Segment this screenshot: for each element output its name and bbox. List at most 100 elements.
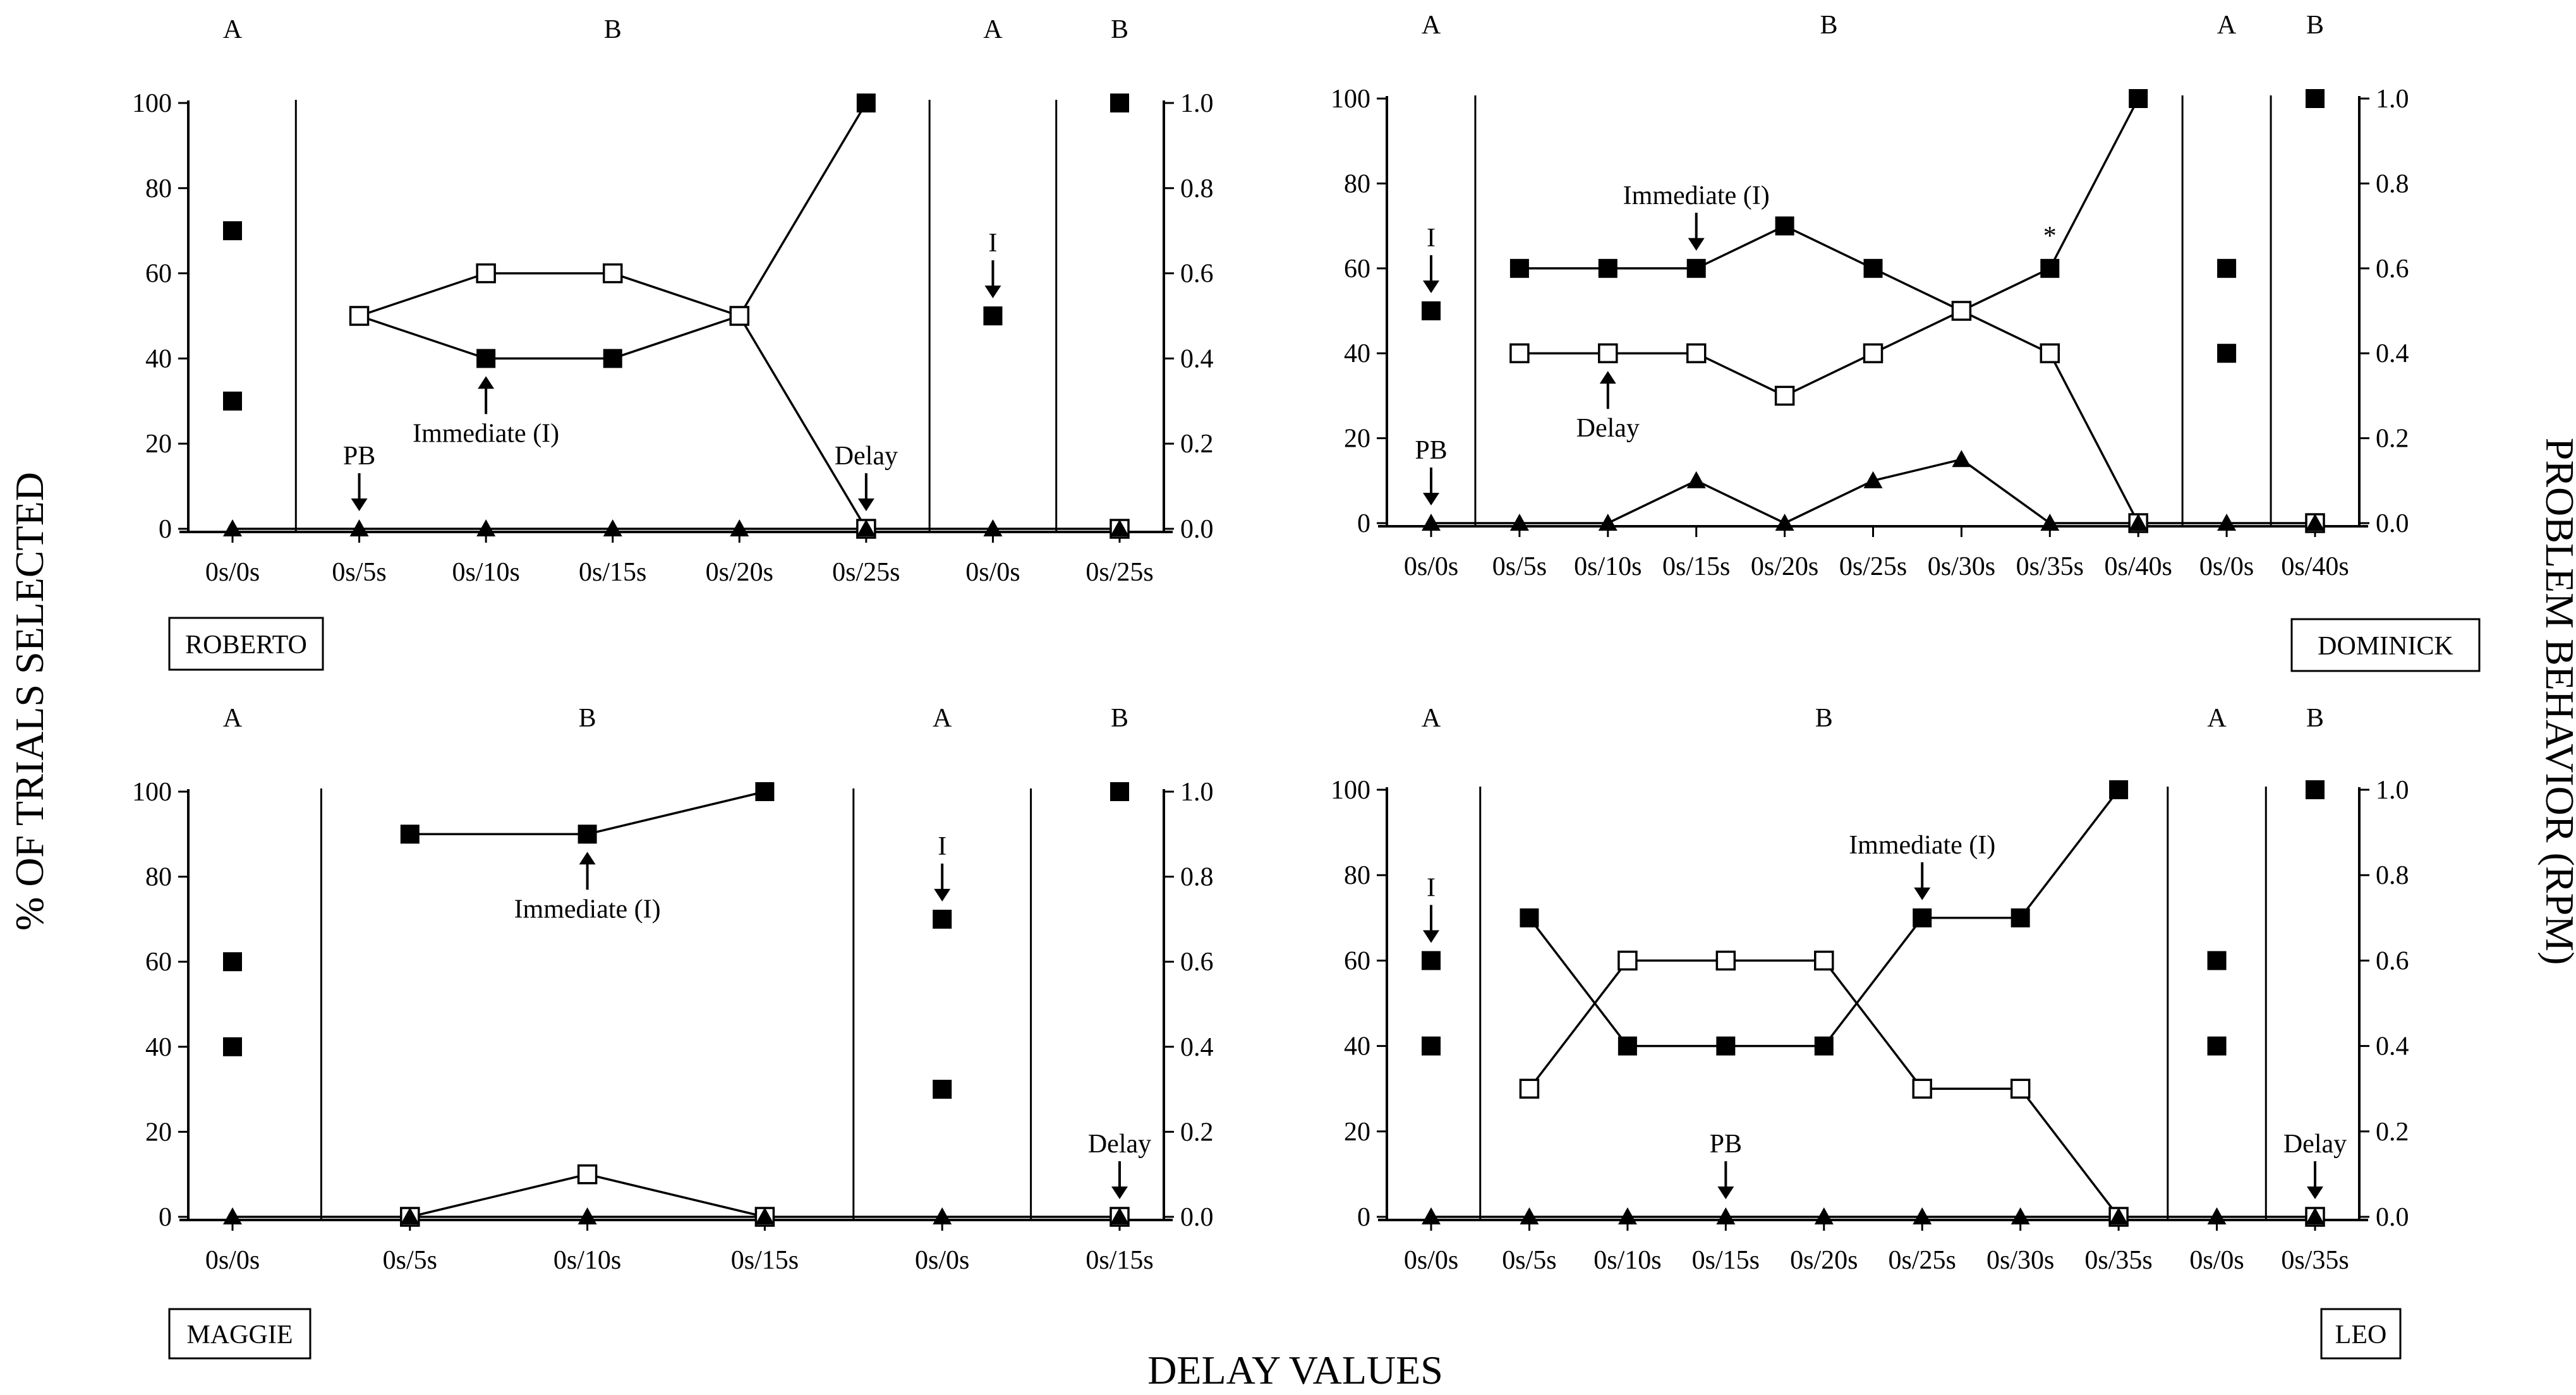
series-line bbox=[1519, 310, 2139, 524]
annotation-arrowhead bbox=[1423, 493, 1439, 505]
x-tick-label: 0s/0s bbox=[965, 558, 1020, 587]
y-left-tick-label: 20 bbox=[145, 430, 172, 459]
delay-marker bbox=[2010, 1078, 2031, 1099]
x-tick-label: 0s/25s bbox=[1085, 558, 1153, 587]
immediate-marker bbox=[476, 349, 496, 368]
pb-marker bbox=[2109, 1207, 2129, 1224]
immediate-marker bbox=[1618, 1036, 1637, 1056]
series-line bbox=[359, 102, 868, 360]
annotation-arrowhead bbox=[1599, 371, 1616, 384]
phase-label: A bbox=[2217, 11, 2237, 40]
immediate-marker bbox=[2109, 780, 2129, 799]
y-left-tick-label: 40 bbox=[145, 1033, 172, 1062]
delay-marker bbox=[1951, 301, 1972, 321]
participant-name: LEO bbox=[2335, 1320, 2387, 1350]
phase-label: B bbox=[1820, 11, 1838, 40]
immediate-marker bbox=[223, 391, 242, 411]
y-right-tick-label: 0.2 bbox=[1180, 1118, 1214, 1147]
annotation-label: Immediate (I) bbox=[1623, 181, 1770, 210]
panel-dominick: 0 20 40 60 80 100 0.0 0.2 0.4 0.6 0.8 1.0 0s/0s 0s/5s… bbox=[1331, 11, 2481, 672]
immediate-marker bbox=[223, 1037, 242, 1056]
phase-label: B bbox=[1815, 704, 1833, 733]
pb-marker bbox=[983, 519, 1003, 536]
annotation-arrowhead bbox=[351, 498, 368, 511]
y-left-tick-label: 40 bbox=[1344, 1032, 1370, 1061]
delay-marker bbox=[1863, 343, 1884, 363]
immediate-marker bbox=[1863, 258, 1883, 278]
y-right-tick-label: 0.6 bbox=[1180, 260, 1214, 289]
panels: 0 20 40 60 80 100 0.0 0.2 0.4 0.6 0.8 1.0 0s/0s 0s/5s… bbox=[132, 11, 2481, 1360]
x-tick-label: 0s/0s bbox=[205, 558, 260, 587]
phase-label: B bbox=[2306, 11, 2324, 40]
y-right-tick-label: 0.2 bbox=[1180, 430, 1214, 459]
phase-label: B bbox=[2306, 704, 2324, 733]
delay-marker bbox=[1774, 385, 1795, 406]
immediate-marker bbox=[1509, 258, 1529, 278]
x-tick-label: 0s/20s bbox=[706, 558, 773, 587]
annotation-label: Delay bbox=[1576, 414, 1640, 443]
y-left-axis-title: % OF TRIALS SELECTED bbox=[7, 472, 52, 931]
immediate-marker bbox=[2011, 908, 2030, 927]
pb-marker bbox=[1716, 1207, 1736, 1224]
x-tick-label: 0s/25s bbox=[1889, 1246, 1956, 1275]
x-tick-label: 0s/25s bbox=[832, 558, 900, 587]
y-right-tick-label: 0.8 bbox=[1180, 863, 1214, 892]
pb-marker bbox=[1110, 519, 1129, 536]
immediate-marker bbox=[1422, 1036, 1441, 1056]
y-left-tick-label: 80 bbox=[145, 863, 172, 892]
phase-label: B bbox=[1111, 704, 1128, 733]
phase-label: A bbox=[1422, 704, 1441, 733]
x-tick-label: 0s/15s bbox=[1085, 1246, 1153, 1275]
delay-marker bbox=[1509, 343, 1530, 363]
immediate-marker bbox=[603, 349, 622, 368]
x-tick-label: 0s/15s bbox=[579, 558, 646, 587]
x-tick-label: 0s/35s bbox=[2084, 1246, 2152, 1275]
x-tick-label: 0s/10s bbox=[1574, 552, 1642, 581]
participant-name-box bbox=[168, 1308, 311, 1360]
x-tick-label: 0s/15s bbox=[731, 1246, 799, 1275]
y-right-tick-label: 0.0 bbox=[1180, 515, 1214, 544]
y-left-tick-label: 60 bbox=[1344, 255, 1370, 284]
x-tick-label: 0s/20s bbox=[1751, 552, 1818, 581]
panel-roberto: 0 20 40 60 80 100 0.0 0.2 0.4 0.6 0.8 1.0 0s/0s 0s/5s… bbox=[132, 15, 1214, 671]
annotation-label: Immediate (I) bbox=[413, 419, 559, 448]
immediate-marker bbox=[2217, 344, 2237, 363]
y-left-tick-label: 20 bbox=[1344, 425, 1370, 454]
pb-marker bbox=[2306, 514, 2325, 531]
annotation-label: Immediate (I) bbox=[1849, 831, 1995, 860]
immediate-marker bbox=[2129, 89, 2148, 108]
immediate-marker bbox=[2207, 1036, 2227, 1056]
y-left-tick-label: 100 bbox=[1331, 776, 1370, 805]
immediate-marker bbox=[400, 824, 420, 844]
immediate-marker bbox=[2306, 780, 2325, 799]
x-tick-label: 0s/5s bbox=[1492, 552, 1547, 581]
y-left-tick-label: 60 bbox=[1344, 946, 1370, 975]
immediate-marker bbox=[1686, 258, 1706, 278]
pb-marker bbox=[755, 1207, 775, 1224]
annotation-label: I bbox=[1427, 873, 1436, 902]
y-right-tick-label: 0.2 bbox=[2376, 1118, 2409, 1147]
immediate-marker bbox=[1110, 782, 1129, 801]
y-left-tick-label: 80 bbox=[1344, 169, 1370, 198]
delay-marker bbox=[476, 263, 496, 284]
y-right-tick-label: 0.0 bbox=[2376, 509, 2409, 538]
panel-maggie: 0 20 40 60 80 100 0.0 0.2 0.4 0.6 0.8 1.0 0s/0s 0s/5s… bbox=[132, 704, 1214, 1360]
immediate-marker bbox=[1422, 951, 1441, 970]
y-left-tick-label: 20 bbox=[145, 1118, 172, 1147]
pb-marker bbox=[1814, 1207, 1834, 1224]
pb-marker bbox=[1952, 450, 1971, 468]
y-right-tick-label: 0.8 bbox=[2376, 861, 2409, 890]
x-tick-label: 0s/5s bbox=[383, 1246, 437, 1275]
delay-marker bbox=[1912, 1078, 1932, 1099]
pb-marker bbox=[223, 1207, 242, 1224]
annotation-label: * bbox=[2043, 222, 2057, 251]
x-tick-label: 0s/25s bbox=[1839, 552, 1907, 581]
pb-marker bbox=[1520, 1207, 1539, 1224]
pb-marker bbox=[1913, 1207, 1932, 1224]
series-line bbox=[359, 272, 868, 529]
y-left-tick-label: 100 bbox=[132, 89, 172, 118]
pb-marker bbox=[2207, 1207, 2227, 1224]
x-tick-label: 0s/5s bbox=[1502, 1246, 1556, 1275]
phase-label: B bbox=[604, 15, 622, 44]
x-tick-label: 0s/35s bbox=[2281, 1246, 2349, 1275]
